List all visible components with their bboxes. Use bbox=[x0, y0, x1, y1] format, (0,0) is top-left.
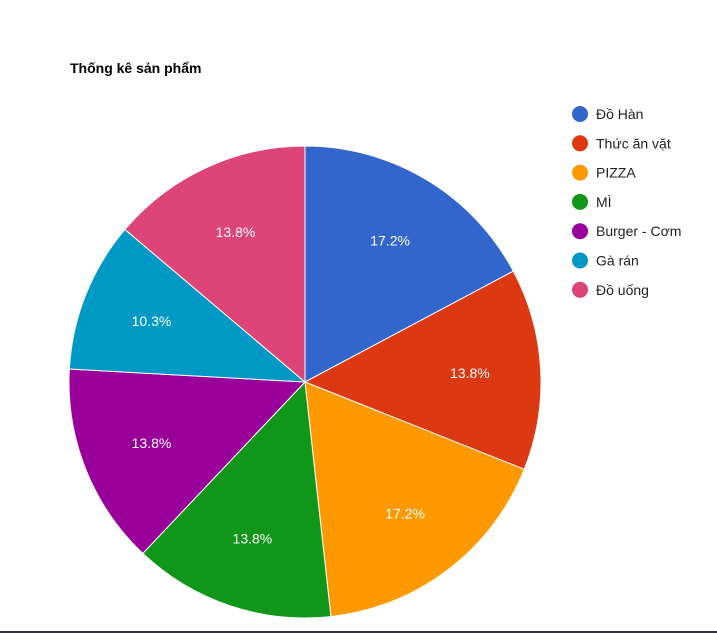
pie-slice-label: 17.2% bbox=[385, 505, 425, 521]
legend-item[interactable]: MÌ bbox=[572, 193, 612, 210]
legend-item[interactable]: Gà rán bbox=[572, 252, 639, 269]
legend-label: MÌ bbox=[596, 194, 612, 210]
legend-swatch bbox=[572, 193, 588, 210]
legend-item[interactable]: Đồ Hàn bbox=[572, 106, 643, 122]
legend-swatch bbox=[572, 106, 588, 122]
bottom-border bbox=[0, 631, 717, 633]
chart-title: Thống kê sản phẩm bbox=[70, 60, 201, 76]
legend-swatch bbox=[572, 252, 588, 269]
legend-label: Gà rán bbox=[596, 253, 639, 269]
pie-slice-label: 13.8% bbox=[216, 224, 256, 240]
legend-label: Thức ăn vặt bbox=[596, 135, 671, 151]
pie-slice-label: 13.8% bbox=[450, 365, 490, 381]
pie-slice[interactable] bbox=[68, 228, 307, 383]
pie-slice[interactable] bbox=[68, 368, 307, 555]
pie-slice[interactable] bbox=[124, 145, 306, 384]
legend-label: Đồ uống bbox=[596, 282, 649, 298]
pie-slice[interactable] bbox=[304, 381, 525, 618]
pie-slice-label: 10.3% bbox=[132, 313, 172, 329]
pie-slice-label: 13.8% bbox=[132, 435, 172, 451]
legend-label: Đồ Hàn bbox=[596, 106, 643, 122]
pie-slice-labels: 17.2% 13.8% 17.2% 13.8% 13.8% 10.3% 13.8% bbox=[132, 224, 490, 546]
legend-item[interactable]: Burger - Cơm bbox=[572, 223, 681, 240]
pie-slice-label: 17.2% bbox=[370, 232, 410, 248]
legend-item[interactable]: Thức ăn vặt bbox=[572, 135, 671, 152]
legend-swatch bbox=[572, 223, 588, 240]
legend-label: Burger - Cơm bbox=[596, 223, 681, 239]
pie-slices bbox=[68, 145, 542, 619]
legend-label: PIZZA bbox=[596, 165, 636, 181]
legend-item[interactable]: Đồ uống bbox=[572, 281, 649, 298]
legend-swatch bbox=[572, 281, 588, 298]
chart-legend: Đồ Hàn Thức ăn vặt PIZZA MÌ Burger - Cơm Gà r… bbox=[572, 106, 681, 298]
legend-item[interactable]: PIZZA bbox=[572, 164, 636, 181]
pie-slice[interactable] bbox=[303, 270, 542, 470]
pie-slice-label: 13.8% bbox=[233, 531, 273, 547]
legend-swatch bbox=[572, 164, 588, 181]
legend-swatch bbox=[572, 135, 588, 152]
pie-slice[interactable] bbox=[142, 380, 332, 619]
pie-slice[interactable] bbox=[304, 145, 515, 383]
